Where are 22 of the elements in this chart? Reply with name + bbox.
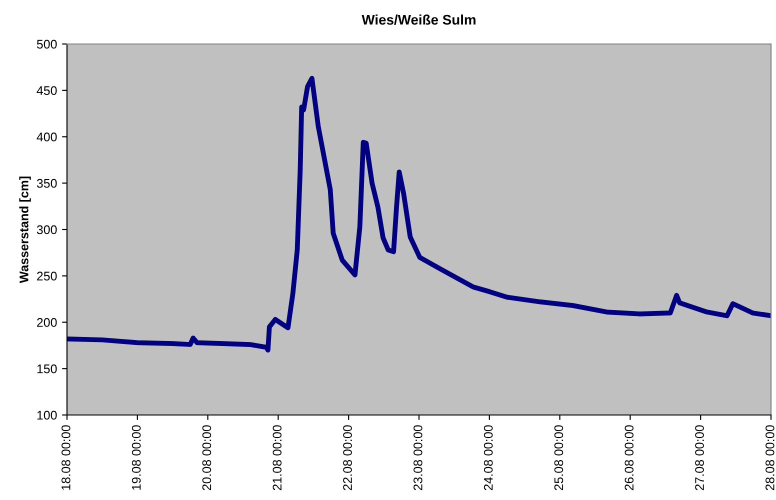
x-tick-label: 24.08 00:00 bbox=[484, 425, 493, 490]
y-tick-label: 400 bbox=[36, 132, 57, 142]
x-tick-label: 25.08 00:00 bbox=[554, 425, 564, 490]
y-tick-label: 250 bbox=[37, 272, 57, 281]
y-tick-label: 150 bbox=[37, 364, 57, 374]
chart-title: Wies/Weiße Sulm bbox=[362, 14, 476, 25]
x-tick-label: 22.08 00:00 bbox=[343, 425, 352, 490]
y-tick-label: 200 bbox=[37, 318, 57, 327]
y-tick-label: 350 bbox=[36, 178, 57, 188]
x-tick-label: 21.08 00:00 bbox=[272, 425, 282, 490]
x-tick-label: 27.08 00:00 bbox=[695, 425, 704, 490]
x-tick-label: 26.08 00:00 bbox=[624, 425, 634, 490]
y-tick-label: 100 bbox=[37, 410, 57, 420]
y-tick-label: 300 bbox=[36, 225, 57, 234]
y-tick-label: 500 bbox=[36, 40, 57, 49]
x-tick-label: 18.08 00:00 bbox=[62, 425, 70, 490]
y-axis-title: Wasserstand [cm] bbox=[19, 176, 31, 284]
x-tick-label: 19.08 00:00 bbox=[132, 425, 141, 490]
y-tick-label: 450 bbox=[36, 86, 57, 96]
x-tick-label: 23.08 00:00 bbox=[414, 425, 422, 490]
x-tick-label: 20.08 00:00 bbox=[202, 425, 212, 490]
x-tick-label: 28.08 00:00 bbox=[766, 425, 774, 490]
